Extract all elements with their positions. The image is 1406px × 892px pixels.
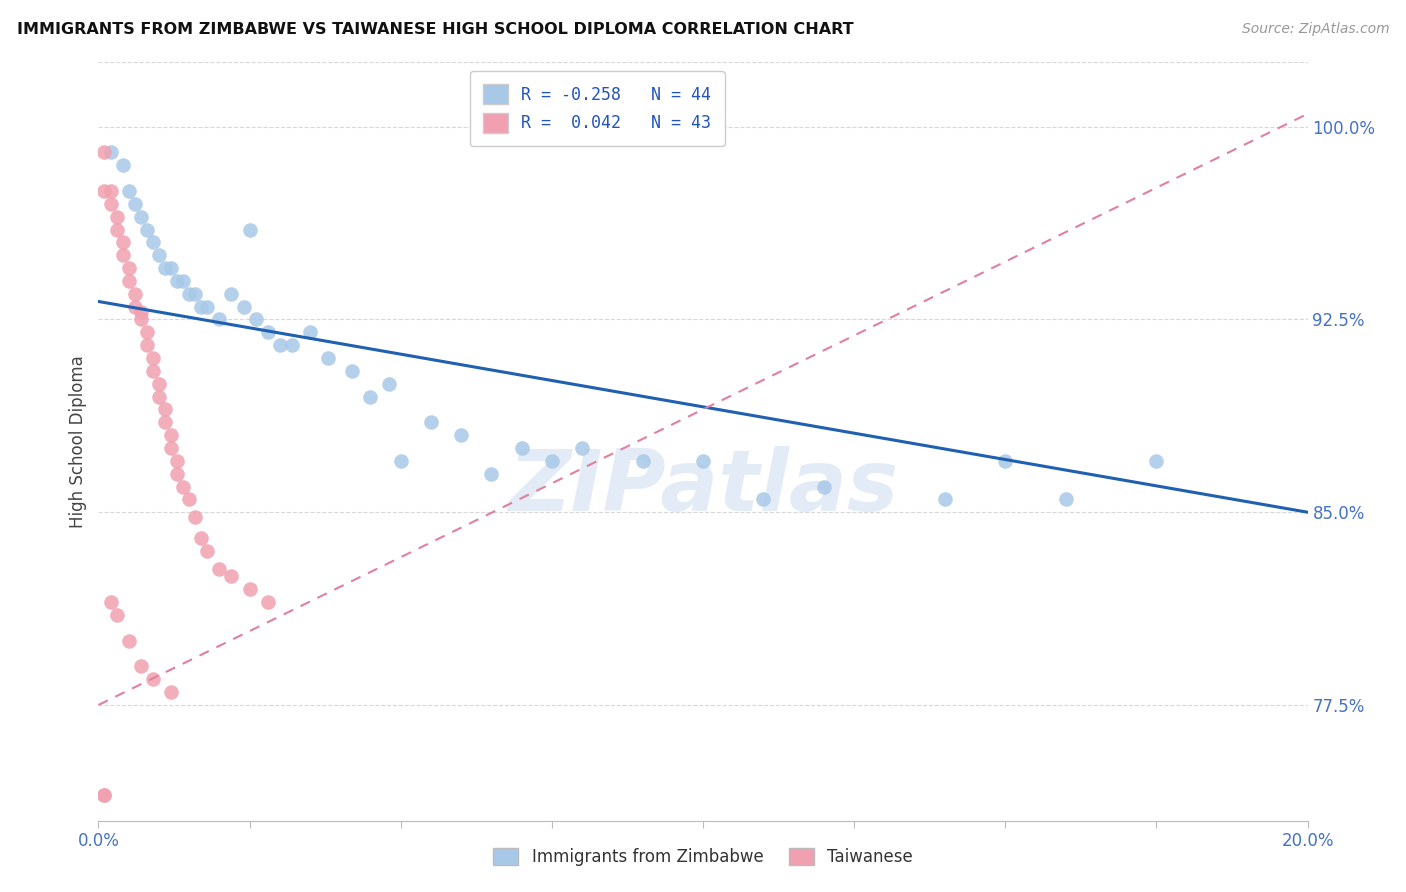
Point [148,248,170,262]
Point [179,286,201,301]
Point [100,595,122,609]
Point [93,788,115,802]
Point [105,607,128,622]
Y-axis label: High School Diploma: High School Diploma [69,355,87,528]
Point [172,479,194,493]
Point [105,210,128,224]
Point [153,402,176,417]
Point [135,222,157,236]
Point [256,595,278,609]
Point [179,492,201,507]
Point [166,467,188,481]
Text: ZIPatlas: ZIPatlas [508,445,898,529]
Point [190,531,212,545]
Point [813,479,835,493]
Point [450,428,472,442]
Point [221,569,243,583]
Point [135,338,157,352]
Point [118,633,141,648]
Point [752,492,775,507]
Point [118,261,141,276]
Point [1144,454,1167,468]
Point [281,338,304,352]
Point [269,338,291,352]
Point [239,582,262,597]
Point [184,286,207,301]
Point [184,510,207,524]
Legend: Immigrants from Zimbabwe, Taiwanese: Immigrants from Zimbabwe, Taiwanese [485,840,921,875]
Point [195,300,218,314]
Point [100,184,122,198]
Point [166,454,188,468]
Point [153,415,176,429]
Point [160,261,183,276]
Point [166,274,188,288]
Point [118,274,141,288]
Point [1054,492,1077,507]
Legend: R = -0.258   N = 44, R =  0.042   N = 43: R = -0.258 N = 44, R = 0.042 N = 43 [470,70,724,146]
Point [93,145,115,160]
Point [129,312,152,326]
Point [389,454,412,468]
Point [692,454,714,468]
Point [221,286,243,301]
Point [208,562,231,576]
Point [111,248,134,262]
Text: Source: ZipAtlas.com: Source: ZipAtlas.com [1241,22,1389,37]
Point [195,543,218,558]
Point [124,196,146,211]
Point [377,376,399,391]
Point [160,685,183,699]
Point [111,158,134,172]
Point [360,390,382,404]
Point [160,428,183,442]
Point [571,441,593,455]
Point [129,210,152,224]
Point [172,274,194,288]
Point [111,235,134,250]
Text: IMMIGRANTS FROM ZIMBABWE VS TAIWANESE HIGH SCHOOL DIPLOMA CORRELATION CHART: IMMIGRANTS FROM ZIMBABWE VS TAIWANESE HI… [17,22,853,37]
Point [160,441,183,455]
Point [148,376,170,391]
Point [142,351,165,365]
Point [245,312,267,326]
Point [142,364,165,378]
Point [93,788,115,802]
Point [540,454,562,468]
Point [208,312,231,326]
Point [129,659,152,673]
Point [124,300,146,314]
Point [118,184,141,198]
Point [994,454,1017,468]
Point [342,364,364,378]
Point [124,286,146,301]
Point [100,196,122,211]
Point [142,235,165,250]
Point [142,673,165,687]
Point [135,326,157,340]
Point [239,222,262,236]
Point [510,441,533,455]
Point [129,304,152,318]
Point [232,300,254,314]
Point [316,351,339,365]
Point [299,326,322,340]
Point [100,145,122,160]
Point [420,415,443,429]
Point [481,467,503,481]
Point [256,326,278,340]
Point [190,300,212,314]
Point [148,390,170,404]
Point [631,454,654,468]
Point [105,222,128,236]
Point [934,492,956,507]
Point [93,184,115,198]
Point [153,261,176,276]
